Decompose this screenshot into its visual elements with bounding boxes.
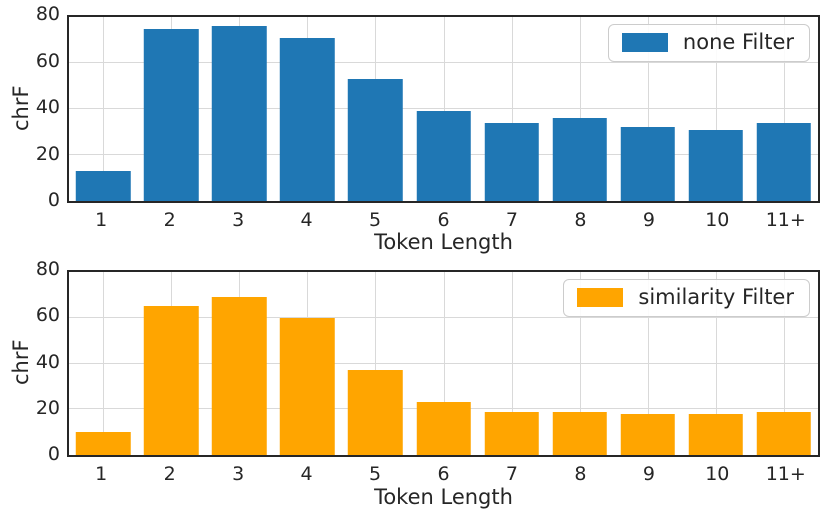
x-tick-label: 1 bbox=[95, 463, 108, 485]
plot-area: similarity Filter bbox=[67, 270, 820, 457]
v-gridline bbox=[579, 17, 581, 201]
y-tick-label: 80 bbox=[35, 3, 60, 26]
chart-none-filter: chrF 0 20 40 60 80 none Filter 1 2 3 4 5 6 7 8 9 10 11… bbox=[0, 0, 830, 258]
y-tick-label: 0 bbox=[47, 443, 60, 466]
plot-area: none Filter bbox=[67, 15, 820, 203]
x-tick-label: 5 bbox=[368, 463, 382, 485]
v-gridline bbox=[715, 272, 717, 455]
bar bbox=[348, 370, 403, 455]
x-tick-label: 2 bbox=[163, 209, 176, 231]
y-tick-label: 60 bbox=[35, 49, 60, 72]
legend-swatch-icon bbox=[621, 33, 668, 53]
x-tick-label: 9 bbox=[642, 209, 655, 231]
x-tick-label: 10 bbox=[705, 463, 730, 485]
bar bbox=[552, 118, 607, 201]
bar bbox=[211, 297, 267, 455]
bar bbox=[620, 127, 675, 201]
x-tick-label: 11+ bbox=[765, 463, 806, 485]
x-tick-label: 4 bbox=[300, 463, 313, 485]
v-gridline bbox=[443, 272, 445, 455]
bar bbox=[75, 171, 131, 201]
y-tick-label: 80 bbox=[35, 258, 60, 281]
x-tick-label: 9 bbox=[642, 463, 655, 485]
y-tick-label: 60 bbox=[35, 304, 60, 327]
x-tick-label: 6 bbox=[437, 209, 450, 231]
bar bbox=[484, 411, 539, 455]
bar bbox=[348, 79, 403, 201]
legend: similarity Filter bbox=[563, 279, 810, 318]
x-tick-label: 3 bbox=[232, 209, 245, 231]
x-tick-label: 3 bbox=[232, 463, 245, 485]
v-gridline bbox=[103, 17, 105, 201]
bar bbox=[280, 37, 335, 201]
v-gridline bbox=[783, 272, 785, 455]
v-gridline bbox=[579, 272, 581, 455]
bar bbox=[416, 402, 471, 455]
v-gridline bbox=[647, 17, 649, 201]
x-tick-label: 1 bbox=[95, 209, 108, 231]
y-axis: 0 20 40 60 80 bbox=[0, 260, 60, 464]
v-gridline bbox=[715, 17, 717, 201]
x-tick-label: 10 bbox=[705, 209, 730, 231]
bar bbox=[756, 122, 812, 201]
x-tick-label: 7 bbox=[505, 463, 518, 485]
legend-label: similarity Filter bbox=[638, 285, 794, 309]
bar bbox=[688, 129, 744, 201]
bar bbox=[484, 122, 539, 201]
x-tick-label: 7 bbox=[505, 209, 518, 231]
v-gridline bbox=[443, 17, 445, 201]
x-axis-label: Token Length bbox=[374, 485, 513, 509]
legend-swatch-icon bbox=[577, 288, 624, 308]
y-tick-label: 40 bbox=[35, 350, 60, 373]
v-gridline bbox=[375, 272, 377, 455]
legend-label: none Filter bbox=[682, 30, 794, 54]
x-tick-label: 5 bbox=[368, 209, 382, 231]
x-tick-label: 2 bbox=[163, 463, 176, 485]
y-tick-label: 20 bbox=[35, 396, 60, 419]
y-tick-label: 40 bbox=[35, 96, 60, 119]
v-gridline bbox=[783, 17, 785, 201]
bar bbox=[143, 306, 199, 455]
y-tick-label: 20 bbox=[35, 142, 60, 165]
bar bbox=[416, 111, 471, 201]
bar bbox=[552, 411, 607, 455]
bar bbox=[280, 317, 335, 455]
bar bbox=[75, 432, 131, 455]
x-tick-label: 4 bbox=[300, 209, 313, 231]
bar bbox=[688, 413, 744, 455]
bar bbox=[211, 26, 267, 201]
y-tick-label: 0 bbox=[47, 189, 60, 212]
legend: none Filter bbox=[607, 24, 810, 63]
x-tick-label: 8 bbox=[574, 463, 587, 485]
v-gridline bbox=[103, 272, 105, 455]
y-axis: 0 20 40 60 80 bbox=[0, 5, 60, 210]
x-axis: 1 2 3 4 5 6 7 8 9 10 11+ bbox=[67, 208, 820, 232]
x-tick-label: 11+ bbox=[765, 209, 806, 231]
bar bbox=[143, 28, 199, 201]
x-tick-label: 6 bbox=[437, 463, 450, 485]
x-tick-label: 8 bbox=[574, 209, 587, 231]
v-gridline bbox=[511, 17, 513, 201]
x-axis: 1 2 3 4 5 6 7 8 9 10 11+ bbox=[67, 462, 820, 486]
v-gridline bbox=[647, 272, 649, 455]
bar bbox=[620, 413, 675, 455]
bar bbox=[756, 411, 812, 455]
x-axis-label: Token Length bbox=[374, 230, 513, 254]
v-gridline bbox=[511, 272, 513, 455]
